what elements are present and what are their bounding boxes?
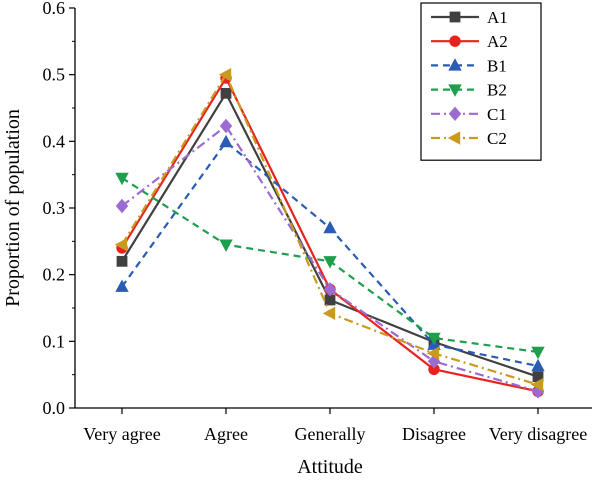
data-point-a1 [532, 371, 544, 383]
data-point-b2 [531, 346, 545, 360]
data-point-b2 [427, 332, 441, 346]
y-tick-label: 0.2 [43, 265, 66, 285]
y-tick-label: 0.0 [43, 398, 66, 418]
y-axis-title: Proportion of population [2, 109, 24, 307]
legend-marker-a1 [449, 11, 461, 23]
series-b1 [115, 134, 545, 372]
legend-label-c2: C2 [487, 129, 507, 148]
legend-label-b2: B2 [487, 81, 507, 100]
data-point-c2 [114, 237, 128, 252]
x-tick-label: Agree [204, 424, 248, 444]
x-tick-label: Very disagree [489, 424, 587, 444]
data-point-b1 [115, 279, 129, 292]
data-point-b1 [323, 220, 337, 234]
legend-label-c1: C1 [487, 105, 507, 124]
y-tick-label: 0.6 [43, 0, 66, 18]
data-point-b1 [219, 134, 233, 148]
data-point-c2 [530, 377, 544, 392]
legend-box [420, 2, 542, 161]
data-point-c2 [322, 306, 336, 321]
data-point-c2 [218, 67, 232, 82]
axes: 0.0 0.1 0.2 0.3 0.4 0.5 0.6 Very agree Agree Gene… [43, 0, 592, 444]
data-point-a1 [116, 255, 128, 267]
y-tick-label: 0.4 [43, 131, 66, 151]
data-point-c2 [426, 346, 440, 361]
legend-label-b1: B1 [487, 56, 507, 75]
series-line-b1 [121, 140, 539, 368]
data-point-c1 [115, 198, 129, 214]
legend-marker-c2 [447, 131, 461, 145]
y-tick-label: 0.3 [43, 198, 66, 218]
data-point-a1 [220, 87, 232, 99]
x-tick-label: Generally [295, 424, 366, 444]
y-tick-label: 0.1 [43, 331, 66, 351]
legend-marker-a2 [449, 35, 461, 47]
series-layer [114, 67, 545, 399]
data-point-a2 [428, 363, 440, 376]
legend-marker-c1 [448, 106, 462, 121]
data-point-c1 [323, 282, 337, 297]
y-tick-label: 0.5 [43, 65, 66, 85]
data-point-b2 [219, 239, 233, 252]
series-b2 [115, 172, 545, 360]
data-point-a1 [324, 294, 336, 306]
legend-marker-b2 [448, 84, 462, 97]
data-point-b2 [323, 256, 337, 269]
legend: A1 A2 B1 B2 C1 C2 [420, 2, 542, 161]
x-tick-label: Very agree [83, 424, 160, 444]
legend-label-a1: A1 [487, 8, 508, 27]
legend-label-a2: A2 [487, 32, 508, 51]
x-tick-label: Disagree [402, 424, 466, 444]
legend-marker-b1 [448, 58, 462, 71]
x-axis-title: Attitude [297, 456, 363, 477]
data-point-b2 [115, 172, 129, 186]
data-point-c1 [219, 118, 233, 134]
series-c2 [114, 67, 544, 392]
data-point-b1 [531, 358, 545, 372]
